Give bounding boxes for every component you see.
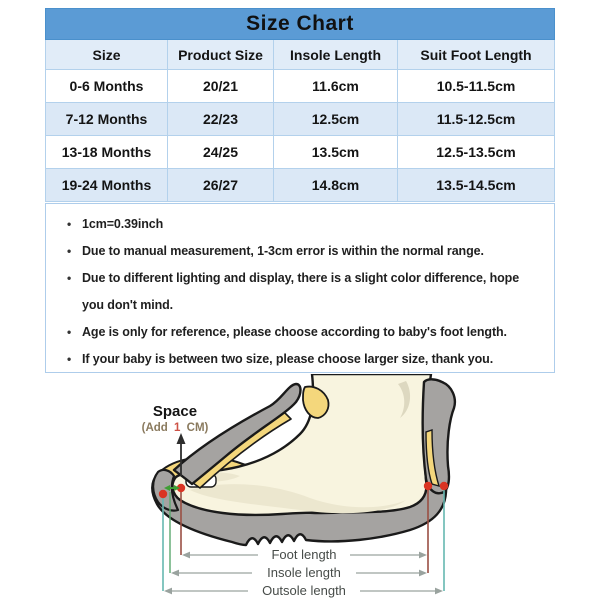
bullet-icon: • [67, 217, 72, 231]
table-cell: 22/23 [168, 103, 274, 136]
table-row: 7-12 Months 22/23 12.5cm 11.5-12.5cm [46, 103, 555, 136]
arrow-left-icon [171, 569, 179, 577]
note-text: If your baby is between two size, please… [82, 352, 494, 366]
table-cell: 13-18 Months [46, 136, 168, 169]
note-text: Due to manual measurement, 1-3cm error i… [82, 244, 484, 258]
table-cell: 11.6cm [274, 70, 398, 103]
heel-insole-stripe [425, 429, 441, 488]
measure-point-dot [158, 489, 168, 499]
table-row: 19-24 Months 26/27 14.8cm 13.5-14.5cm [46, 169, 555, 202]
foot-measurement-diagram: Space (Add 1 CM) Foot length Insole leng… [142, 374, 456, 598]
space-note: (Add 1 CM) [142, 422, 209, 434]
title-bar: Size Chart [45, 8, 555, 40]
arrow-right-icon [435, 587, 443, 595]
table-row: 13-18 Months 24/25 13.5cm 12.5-13.5cm [46, 136, 555, 169]
space-note-value: 1 [174, 422, 181, 434]
table-cell: 13.5cm [274, 136, 398, 169]
arrow-left-icon [164, 587, 172, 595]
space-label: Space [153, 403, 197, 420]
table-cell: 13.5-14.5cm [398, 169, 555, 202]
insole-length-label: Insole length [267, 565, 341, 580]
ankle-shadow [398, 381, 411, 418]
measure-point-dot [176, 483, 186, 493]
page-title: Size Chart [246, 12, 354, 35]
arrow-right-icon [419, 551, 427, 559]
space-arrow [176, 433, 186, 476]
notes-box: • 1cm=0.39inch • Due to manual measureme… [45, 203, 555, 373]
space-note-suffix: CM) [187, 422, 209, 434]
table-cell: 12.5-13.5cm [398, 136, 555, 169]
foot-shadow [190, 484, 406, 514]
shoe-vamp-strap [172, 382, 302, 486]
table-cell: 0-6 Months [46, 70, 168, 103]
bullet-icon: • [67, 271, 72, 285]
measure-point-dot [439, 481, 449, 491]
shoe-tongue [302, 385, 330, 419]
space-gap-arrow [164, 485, 180, 491]
shoe-toe-cap [152, 468, 180, 512]
space-note-prefix: (Add [142, 422, 168, 434]
size-table: Size Product Size Insole Length Suit Foo… [45, 40, 555, 202]
table-cell: 14.8cm [274, 169, 398, 202]
note-item: • Age is only for reference, please choo… [46, 319, 554, 346]
table-cell: 7-12 Months [46, 103, 168, 136]
arrow-left-icon [182, 551, 190, 559]
table-row: 0-6 Months 20/21 11.6cm 10.5-11.5cm [46, 70, 555, 103]
table-cell: 12.5cm [274, 103, 398, 136]
table-cell: 20/21 [168, 70, 274, 103]
table-cell: 24/25 [168, 136, 274, 169]
bullet-icon: • [67, 244, 72, 258]
note-text: Age is only for reference, please choose… [82, 325, 507, 339]
column-header: Suit Foot Length [398, 40, 555, 70]
column-header: Size [46, 40, 168, 70]
bullet-icon: • [67, 325, 72, 339]
note-text: Due to different lighting and display, t… [82, 271, 520, 312]
table-cell: 26/27 [168, 169, 274, 202]
column-header: Product Size [168, 40, 274, 70]
table-cell: 11.5-12.5cm [398, 103, 555, 136]
bullet-icon: • [67, 352, 72, 366]
note-item: • 1cm=0.39inch [46, 211, 554, 238]
table-cell: 10.5-11.5cm [398, 70, 555, 103]
arrow-right-icon [419, 569, 427, 577]
outsole-length-label: Outsole length [262, 583, 346, 598]
foot-length-label: Foot length [271, 547, 336, 562]
table-cell: 19-24 Months [46, 169, 168, 202]
note-item: • Due to manual measurement, 1-3cm error… [46, 238, 554, 265]
table-header-row: Size Product Size Insole Length Suit Foo… [46, 40, 555, 70]
note-item: • If your baby is between two size, plea… [46, 346, 554, 373]
note-text: 1cm=0.39inch [82, 217, 164, 231]
column-header: Insole Length [274, 40, 398, 70]
note-item: • Due to different lighting and display,… [46, 265, 554, 319]
measure-point-dot [423, 481, 433, 491]
